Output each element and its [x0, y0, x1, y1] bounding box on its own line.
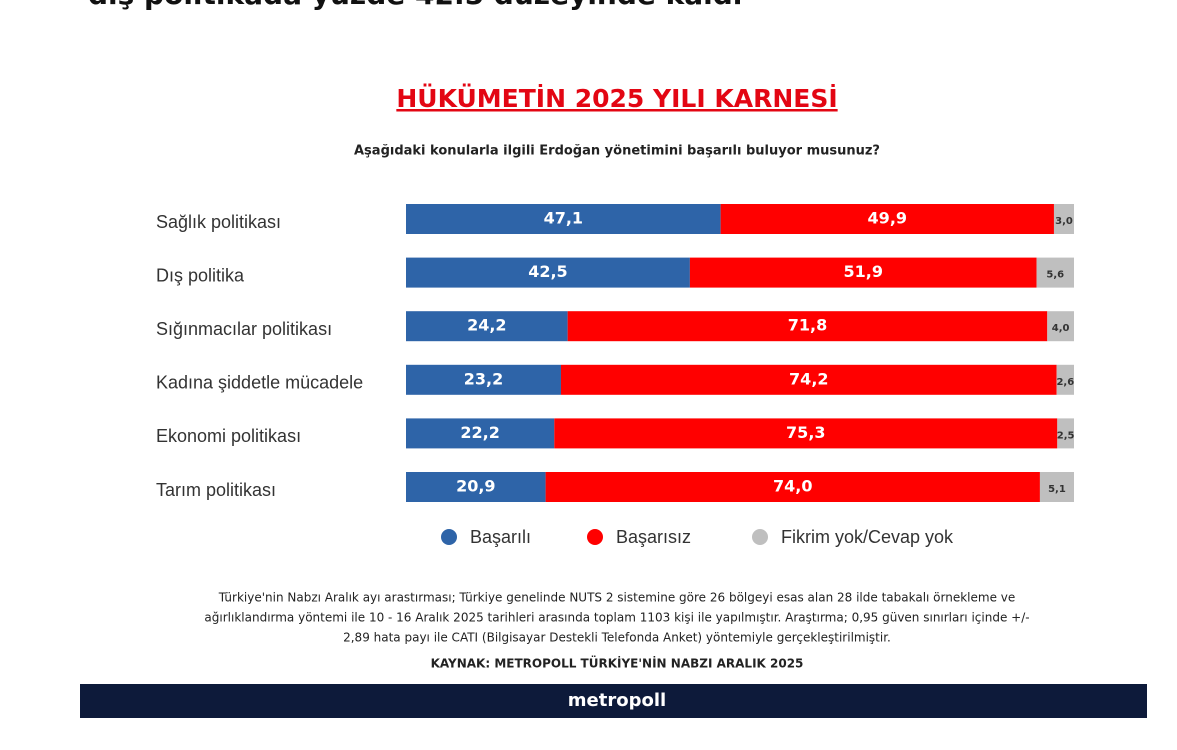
- category-label: Sağlık politikası: [156, 212, 281, 232]
- value-label: 51,9: [844, 262, 883, 281]
- value-label: 22,2: [460, 423, 499, 442]
- legend-label: Fikrim yok/Cevap yok: [781, 527, 954, 547]
- legend-label: Başarılı: [470, 527, 531, 547]
- bar-segment: [406, 472, 546, 502]
- category-label: Sığınmacılar politikası: [156, 319, 332, 339]
- value-label: 5,1: [1048, 484, 1066, 495]
- bar-segment: [567, 311, 1048, 342]
- methodology-note: Türkiye'nin Nabzı Aralık ayı arastırması…: [218, 591, 1016, 605]
- category-label: Tarım politikası: [156, 480, 276, 500]
- bar-segment: [1036, 257, 1074, 288]
- value-label: 47,1: [544, 209, 583, 228]
- bar-segment: [1057, 418, 1074, 449]
- value-label: 24,2: [467, 316, 506, 335]
- value-label: 3,0: [1055, 216, 1073, 227]
- value-label: 4,0: [1052, 323, 1070, 334]
- chart-title: HÜKÜMETİN 2025 YILI KARNESİ: [396, 83, 837, 113]
- value-label: 75,3: [786, 423, 825, 442]
- methodology-note: 2,89 hata payı ile CATI (Bilgisayar Dest…: [343, 631, 891, 645]
- value-label: 23,2: [464, 369, 503, 388]
- bar-segment: [689, 257, 1037, 288]
- value-label: 74,2: [789, 369, 828, 388]
- bar-segment: [545, 472, 1040, 502]
- value-label: 42,5: [528, 262, 567, 281]
- bar-segment: [1056, 364, 1074, 395]
- value-label: 2,5: [1057, 430, 1075, 441]
- chart-subtitle: Aşağıdaki konularla ilgili Erdoğan yönet…: [354, 144, 880, 159]
- article-heading: dış politikada yüzde 42.5 düzeyinde kald…: [88, 0, 742, 11]
- bar-segment: [406, 418, 555, 449]
- legend-marker: [441, 529, 457, 545]
- legend-label: Başarısız: [616, 527, 691, 547]
- footer-band: [80, 684, 1147, 718]
- value-label: 74,0: [773, 477, 812, 496]
- bar-segment: [406, 257, 690, 288]
- legend-marker: [587, 529, 603, 545]
- category-label: Kadına şiddetle mücadele: [156, 373, 363, 393]
- value-label: 71,8: [788, 316, 827, 335]
- footer-brand: metropoll: [568, 690, 666, 711]
- bar-segment: [406, 311, 568, 342]
- methodology-note: ağırlıklandırma yöntemi ile 10 - 16 Aral…: [204, 611, 1029, 625]
- category-label: Ekonomi politikası: [156, 426, 301, 446]
- legend-marker: [752, 529, 768, 545]
- bar-segment: [720, 204, 1054, 234]
- value-label: 2,6: [1056, 377, 1074, 388]
- category-label: Dış politika: [156, 265, 245, 285]
- bar-segment: [406, 204, 721, 234]
- value-label: 20,9: [456, 477, 495, 496]
- bar-segment: [1047, 311, 1074, 342]
- bar-segment: [554, 418, 1058, 449]
- source: KAYNAK: METROPOLL TÜRKİYE'NİN NABZI ARAL…: [431, 656, 804, 671]
- bar-segment: [560, 364, 1057, 395]
- value-label: 5,6: [1046, 270, 1064, 281]
- value-label: 49,9: [868, 209, 907, 228]
- bar-segment: [1053, 204, 1074, 234]
- bar-segment: [406, 364, 561, 395]
- bar-segment: [1039, 472, 1074, 502]
